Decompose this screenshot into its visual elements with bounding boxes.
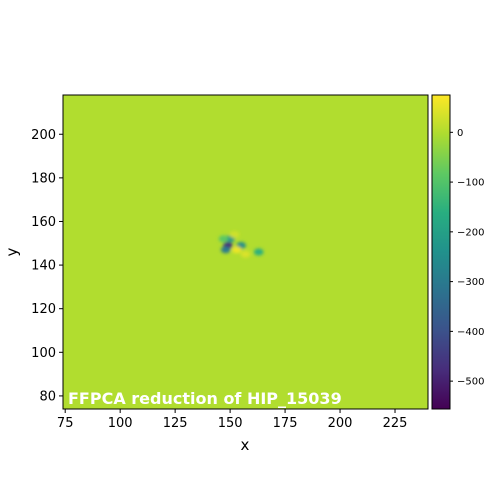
y-tick-label: 140 (31, 259, 56, 274)
x-axis-label: x (241, 436, 250, 454)
x-tick-label: 125 (163, 416, 188, 431)
colorbar-tick-label: −300 (457, 277, 484, 288)
y-axis-ticks: 80 100 120 140 160 180 200 (31, 128, 63, 404)
y-tick-label: 80 (39, 389, 56, 404)
x-tick-label: 100 (108, 416, 133, 431)
plot-annotation: FFPCA reduction of HIP_15039 (68, 389, 342, 408)
heatmap-feature-4 (231, 246, 242, 254)
heatmap-feature-8 (229, 231, 240, 239)
y-tick-label: 160 (31, 215, 56, 230)
x-tick-label: 150 (218, 416, 243, 431)
heatmap-feature-5 (240, 250, 251, 258)
x-tick-label: 175 (273, 416, 298, 431)
y-tick-label: 180 (31, 171, 56, 186)
colorbar-tick-label: −100 (457, 178, 484, 189)
heatmap-feature-7 (218, 235, 229, 243)
heatmap-feature-6 (253, 248, 264, 256)
colorbar-gradient (431, 94, 451, 410)
x-tick-label: 200 (328, 416, 353, 431)
y-tick-label: 200 (31, 128, 56, 143)
x-axis-ticks: 75 100 125 150 175 200 225 (57, 409, 408, 431)
y-tick-label: 100 (31, 346, 56, 361)
colorbar-tick-label: −500 (457, 377, 484, 388)
heatmap-features (218, 231, 264, 258)
x-tick-label: 75 (57, 416, 74, 431)
colorbar: 0 −100 −200 −300 −400 −500 (431, 94, 484, 410)
heatmap-plot-area (62, 94, 429, 410)
y-axis-label: y (3, 247, 21, 256)
plot-frame (62, 94, 429, 410)
colorbar-ticks: 0 −100 −200 −300 −400 −500 (450, 128, 484, 388)
x-tick-label: 225 (383, 416, 408, 431)
colorbar-tick-label: −400 (457, 327, 484, 338)
heatmap-feature-2 (220, 246, 231, 254)
colorbar-tick-label: −200 (457, 227, 484, 238)
colorbar-tick-label: 0 (457, 128, 463, 139)
y-tick-label: 120 (31, 302, 56, 317)
